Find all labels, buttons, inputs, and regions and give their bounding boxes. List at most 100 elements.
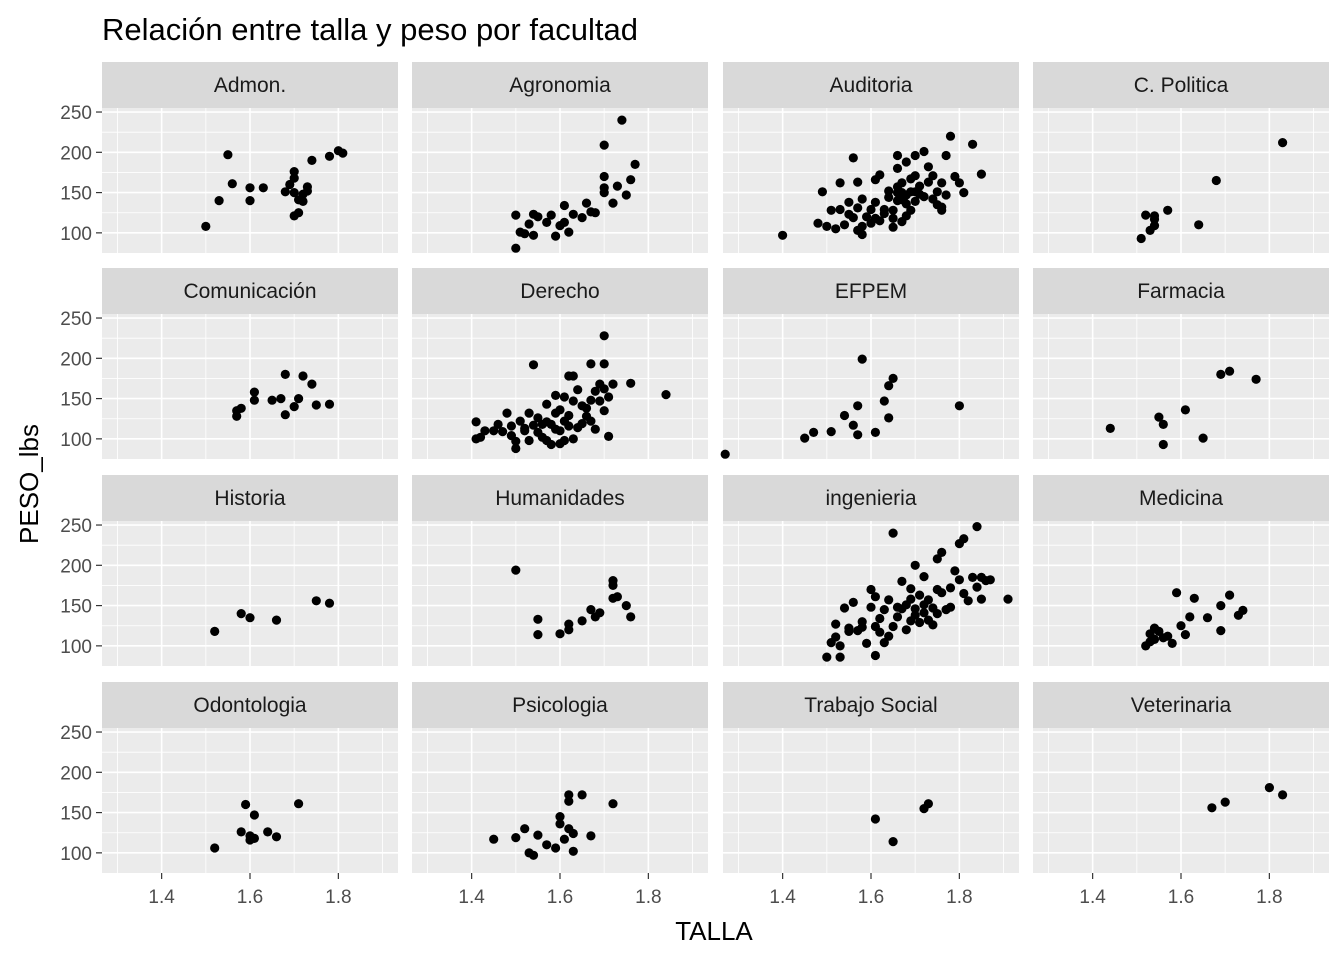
data-point	[586, 359, 596, 369]
data-point	[493, 419, 503, 429]
data-point	[817, 187, 828, 197]
data-point	[630, 159, 640, 169]
data-point	[888, 621, 898, 632]
data-point	[263, 827, 273, 837]
data-point	[294, 394, 304, 404]
data-point	[285, 179, 295, 190]
y-tick-label: 100	[60, 637, 92, 658]
data-point	[546, 210, 556, 220]
data-point	[932, 554, 942, 564]
facet-strip-label: Farmacia	[1137, 280, 1225, 303]
facet-panel: Humanidades	[412, 475, 708, 666]
x-tick-label: 1.4	[769, 887, 796, 908]
facet-strip	[412, 62, 708, 108]
data-point	[621, 601, 631, 611]
data-point	[506, 421, 516, 431]
data-point	[910, 604, 920, 614]
facet-strip-label: Veterinaria	[1131, 694, 1232, 717]
data-point	[520, 229, 530, 239]
y-tick-label: 100	[60, 844, 92, 865]
x-tick-label: 1.6	[237, 887, 263, 908]
data-point	[932, 609, 942, 619]
data-point	[923, 162, 934, 172]
data-point	[1198, 433, 1208, 443]
data-point	[1149, 211, 1160, 221]
data-point	[800, 433, 810, 443]
data-point	[546, 439, 556, 450]
data-point	[826, 427, 836, 437]
data-point	[307, 155, 317, 165]
data-point	[954, 575, 965, 585]
data-point	[542, 840, 552, 850]
y-tick-label: 200	[60, 556, 92, 577]
data-point	[599, 331, 609, 341]
facet-strip	[1033, 475, 1329, 521]
data-point	[839, 603, 850, 613]
data-point	[471, 417, 481, 427]
facet-strip	[723, 268, 1019, 314]
data-point	[612, 181, 623, 191]
y-tick-label: 250	[60, 516, 92, 537]
data-point	[857, 194, 867, 204]
data-point	[897, 178, 907, 188]
data-point	[875, 613, 885, 624]
x-tick-label: 1.6	[858, 887, 884, 908]
data-point	[954, 401, 965, 411]
chart-title: Relación entre talla y peso por facultad	[102, 12, 638, 47]
data-point	[1172, 588, 1182, 598]
facet-panel: Veterinaria 1.4 1.6 1.8	[1033, 682, 1329, 908]
data-point	[950, 566, 960, 576]
data-point	[1180, 630, 1190, 640]
facet-strip-label: ingenieria	[825, 487, 916, 510]
data-point	[1251, 374, 1261, 384]
data-point	[919, 146, 929, 157]
data-point	[1216, 626, 1226, 636]
data-point	[839, 220, 850, 230]
data-point	[976, 594, 987, 604]
data-point	[915, 590, 925, 600]
data-point	[533, 413, 543, 423]
data-point	[870, 650, 881, 661]
data-point	[963, 596, 973, 606]
data-point	[236, 827, 246, 837]
data-point	[853, 401, 863, 411]
data-point	[241, 799, 251, 810]
data-point	[910, 150, 920, 161]
data-point	[280, 410, 290, 420]
data-point	[831, 224, 841, 234]
facet-panel: ingenieria	[723, 475, 1019, 666]
data-point	[945, 602, 956, 612]
data-point	[857, 229, 867, 240]
data-point	[586, 416, 596, 426]
data-point	[590, 424, 600, 434]
data-point	[564, 410, 574, 421]
data-point	[298, 196, 308, 206]
data-point	[599, 406, 609, 416]
data-point	[307, 379, 317, 389]
data-point	[236, 403, 246, 413]
data-point	[1207, 803, 1217, 813]
data-point	[1225, 366, 1235, 376]
data-point	[249, 395, 259, 405]
data-point	[559, 834, 570, 844]
data-point	[249, 810, 259, 820]
data-point	[564, 796, 574, 806]
data-point	[831, 619, 841, 629]
data-point	[906, 584, 916, 594]
data-point	[564, 227, 574, 237]
data-point	[937, 588, 947, 598]
data-point	[577, 616, 587, 626]
data-point	[1149, 634, 1160, 645]
facet-strip	[412, 475, 708, 521]
data-point	[923, 595, 934, 605]
facet-panel: C. Politica	[1033, 62, 1329, 253]
data-point	[888, 205, 898, 215]
data-point	[520, 423, 530, 433]
facet-panel: Derecho	[412, 268, 708, 459]
data-point	[848, 153, 858, 163]
data-point	[866, 584, 876, 595]
data-point	[884, 595, 894, 605]
data-point	[289, 402, 299, 412]
data-point	[1189, 593, 1199, 603]
